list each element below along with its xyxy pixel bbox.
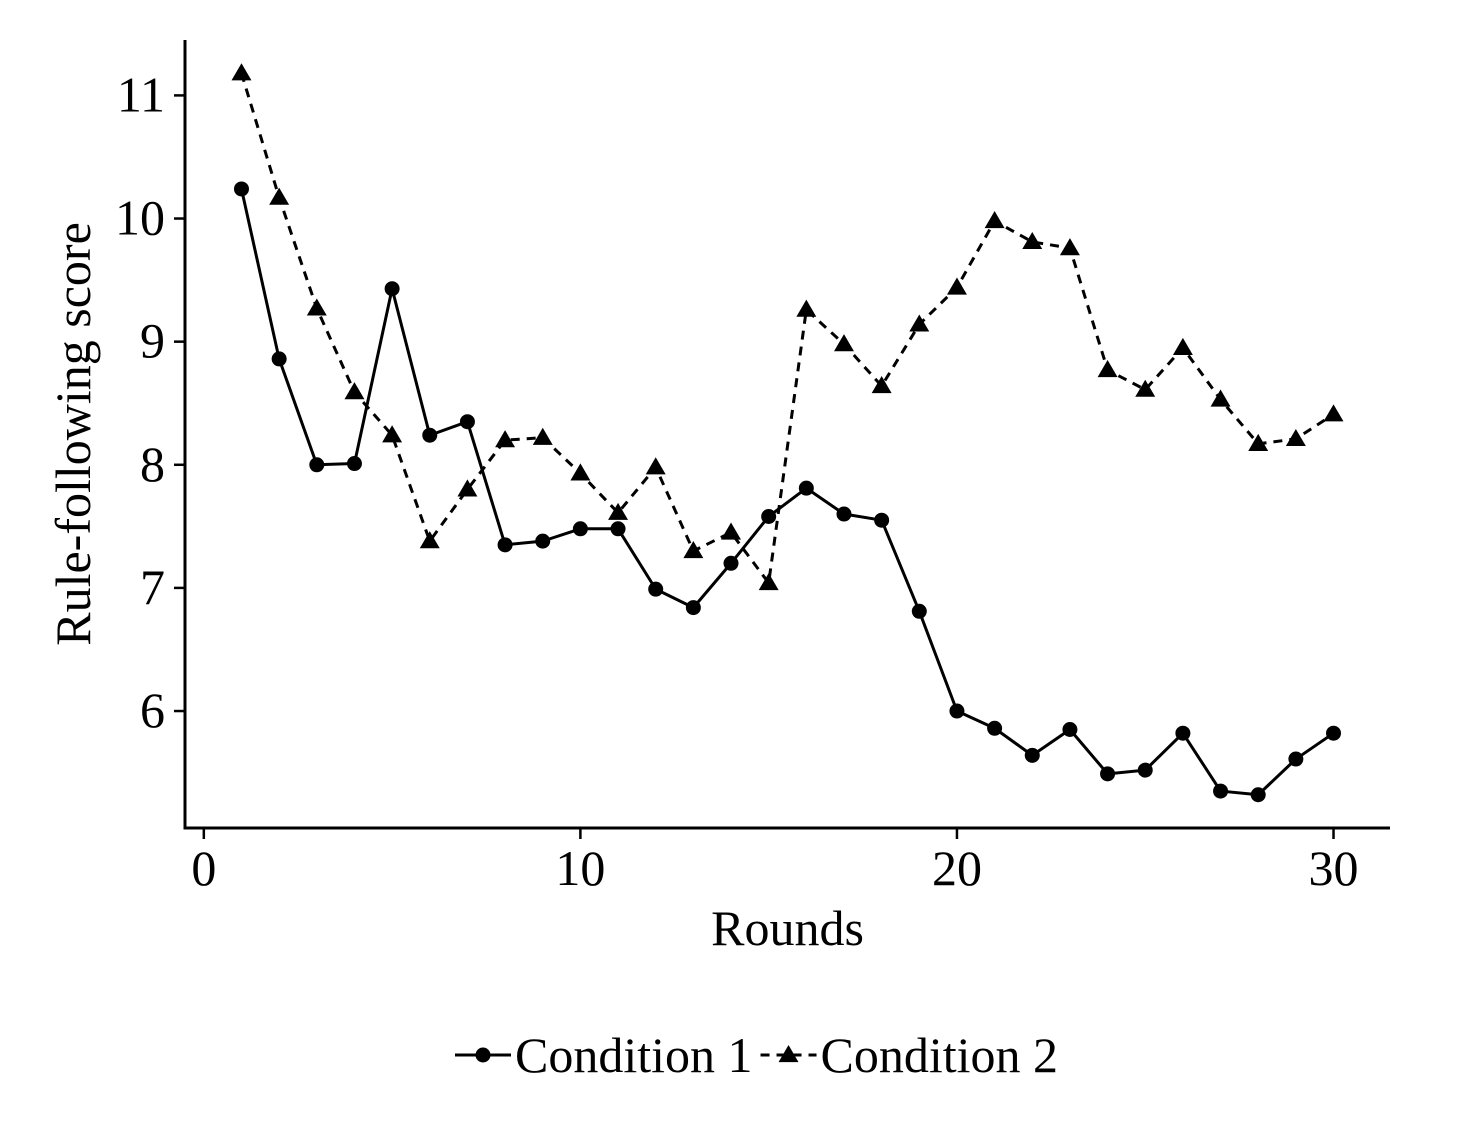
data-point <box>572 521 588 537</box>
data-point <box>459 414 475 430</box>
y-tick-label: 7 <box>140 559 165 615</box>
legend-item-1: Condition 1 <box>455 1027 753 1083</box>
data-point <box>871 376 892 394</box>
series-layer <box>231 63 1344 803</box>
legend-marker <box>778 1045 799 1063</box>
y-tick-label: 6 <box>140 682 165 738</box>
data-point <box>271 351 287 367</box>
x-tick-label: 10 <box>555 840 605 896</box>
data-point <box>685 600 701 616</box>
data-point <box>269 187 290 205</box>
y-ticks: 6 7 8 9 10 11 <box>115 66 185 738</box>
data-point <box>1285 428 1306 447</box>
data-point <box>1100 766 1116 782</box>
data-point <box>984 211 1005 229</box>
y-tick-label: 10 <box>115 190 165 246</box>
data-point <box>419 531 440 549</box>
data-point <box>309 457 325 473</box>
data-point <box>532 427 553 445</box>
data-point <box>798 480 814 496</box>
series-line <box>240 188 1335 797</box>
data-point <box>946 277 967 295</box>
data-point <box>1062 722 1078 737</box>
data-point <box>608 502 629 520</box>
data-point <box>231 63 252 81</box>
data-point <box>1210 389 1231 407</box>
data-point <box>909 314 930 332</box>
data-point <box>1022 231 1043 250</box>
legend-label: Condition 1 <box>515 1027 753 1083</box>
data-point <box>836 506 852 522</box>
data-point <box>758 573 779 591</box>
data-point <box>911 603 927 619</box>
data-point <box>1326 725 1342 741</box>
data-point <box>645 457 666 475</box>
data-point <box>382 425 403 443</box>
x-tick-label: 30 <box>1309 840 1359 896</box>
data-point <box>570 463 591 481</box>
data-point <box>384 281 400 297</box>
data-point <box>1323 404 1344 422</box>
data-point <box>721 522 741 540</box>
series-2 <box>231 63 1344 591</box>
data-point <box>683 540 704 559</box>
data-point <box>457 479 478 497</box>
legend-label: Condition 2 <box>821 1027 1059 1083</box>
data-point <box>422 427 438 443</box>
data-point <box>874 512 890 528</box>
series-line <box>240 72 1335 585</box>
data-point <box>535 533 551 549</box>
data-point <box>610 521 626 537</box>
data-point <box>495 430 516 448</box>
data-point <box>1059 238 1080 256</box>
data-point <box>1250 787 1266 803</box>
data-point <box>1137 762 1153 778</box>
data-point <box>1135 379 1156 397</box>
y-tick-label: 11 <box>117 66 165 122</box>
data-point <box>796 299 817 317</box>
data-point <box>834 334 854 352</box>
data-point <box>723 555 739 571</box>
data-point <box>1288 751 1304 767</box>
data-point <box>1024 747 1040 763</box>
data-point <box>1172 337 1193 355</box>
data-point <box>233 181 249 197</box>
data-point <box>987 720 1003 736</box>
data-point <box>1213 783 1229 799</box>
data-point <box>346 456 362 472</box>
data-point <box>1097 360 1118 378</box>
x-ticks: 0 10 20 30 <box>191 828 1359 896</box>
series-1 <box>233 181 1342 803</box>
y-tick-label: 9 <box>140 313 165 369</box>
data-point <box>1248 433 1269 451</box>
data-point <box>648 581 664 597</box>
axes: 6 7 8 9 10 11 0 10 20 30 <box>115 40 1390 896</box>
data-point <box>761 508 777 524</box>
data-point <box>344 382 365 400</box>
data-point <box>949 703 965 719</box>
y-axis-label: Rule-following score <box>45 222 101 646</box>
legend: Condition 1 Condition 2 <box>455 1027 1058 1083</box>
x-tick-label: 20 <box>932 840 982 896</box>
x-tick-label: 0 <box>191 840 216 896</box>
data-point <box>497 537 513 553</box>
data-point <box>1175 725 1191 741</box>
legend-item-2: Condition 2 <box>760 1027 1059 1083</box>
y-tick-label: 8 <box>140 436 165 492</box>
legend-marker <box>475 1047 491 1063</box>
x-axis-label: Rounds <box>711 900 864 956</box>
data-point <box>306 298 327 316</box>
